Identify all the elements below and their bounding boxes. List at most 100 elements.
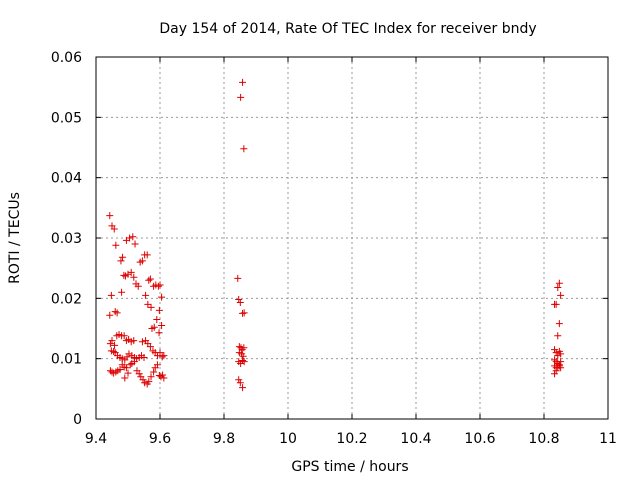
y-tick-label: 0.01 — [51, 352, 82, 368]
data-points — [106, 78, 565, 392]
data-point — [126, 234, 134, 242]
x-tick-label: 11 — [599, 431, 617, 447]
x-tick-label: 10.6 — [464, 431, 495, 447]
data-point — [110, 347, 118, 355]
data-point — [108, 337, 116, 345]
data-point — [106, 212, 114, 220]
data-point — [126, 361, 134, 369]
data-point — [139, 376, 147, 384]
data-point — [557, 350, 565, 358]
data-point — [145, 276, 153, 284]
data-point — [116, 366, 124, 374]
data-point — [130, 358, 138, 366]
data-point — [122, 364, 130, 372]
data-point — [124, 369, 132, 377]
data-point — [143, 251, 151, 259]
data-point — [156, 281, 164, 289]
data-point — [145, 378, 153, 386]
data-point — [130, 273, 138, 281]
data-point — [113, 309, 121, 317]
data-point — [106, 340, 114, 348]
data-point — [106, 311, 114, 319]
data-point — [557, 291, 565, 299]
data-point — [555, 362, 563, 370]
data-point — [235, 343, 243, 351]
x-tick-label: 9.8 — [213, 431, 235, 447]
x-axis-label: GPS time / hours — [291, 459, 408, 475]
data-point — [551, 370, 559, 378]
data-point — [158, 321, 166, 329]
y-tick-label: 0.06 — [51, 50, 82, 66]
y-tick-label: 0.05 — [51, 110, 82, 126]
data-point — [158, 293, 166, 301]
data-point — [552, 349, 560, 357]
data-point — [125, 350, 133, 358]
data-point — [138, 257, 146, 265]
data-point — [239, 78, 247, 86]
data-point — [239, 384, 247, 392]
data-point — [117, 257, 125, 265]
data-point — [153, 361, 161, 369]
data-point — [138, 338, 146, 346]
data-point — [129, 233, 137, 241]
x-tick-label: 9.4 — [85, 431, 107, 447]
data-point — [239, 309, 247, 317]
data-point — [142, 291, 150, 299]
data-point — [554, 332, 562, 340]
data-point — [156, 349, 164, 357]
data-point — [120, 271, 128, 279]
data-point — [130, 337, 138, 345]
data-point — [155, 306, 163, 314]
data-point — [127, 268, 135, 276]
data-point — [240, 145, 248, 153]
data-point — [554, 352, 562, 360]
data-point — [135, 370, 143, 378]
data-point — [131, 240, 139, 248]
x-tick-label: 10 — [279, 431, 297, 447]
data-point — [154, 282, 162, 290]
data-point — [134, 282, 142, 290]
data-point — [239, 352, 247, 360]
data-point — [111, 341, 119, 349]
data-point — [155, 329, 163, 337]
data-point — [146, 275, 154, 283]
data-point — [107, 291, 115, 299]
data-point — [158, 353, 166, 361]
y-tick-label: 0 — [73, 412, 82, 428]
data-point — [555, 279, 563, 287]
data-point — [148, 325, 156, 332]
data-point — [153, 315, 161, 323]
data-point — [155, 372, 163, 380]
data-point — [146, 343, 154, 351]
data-point — [236, 299, 244, 307]
data-point — [147, 373, 155, 381]
data-point — [551, 346, 559, 354]
data-point — [160, 374, 168, 382]
data-point — [110, 225, 118, 233]
data-point — [552, 300, 560, 308]
data-point — [237, 93, 245, 101]
y-tick-label: 0.04 — [51, 171, 82, 187]
data-point — [239, 356, 247, 364]
data-point — [118, 288, 126, 296]
data-point — [557, 358, 565, 366]
data-point — [124, 270, 132, 278]
data-point — [557, 364, 565, 372]
data-point — [235, 376, 243, 384]
data-point — [119, 253, 127, 261]
data-point — [238, 346, 246, 354]
x-tick-label: 10.4 — [400, 431, 431, 447]
x-tick-label: 10.2 — [336, 431, 367, 447]
x-tick-label: 10.8 — [528, 431, 559, 447]
data-point — [140, 353, 148, 361]
data-point — [144, 300, 152, 308]
data-point — [120, 332, 128, 340]
x-axis-ticks: 9.4 9.6 9.8 10 10.2 10.4 10.6 10.8 11 — [85, 57, 617, 447]
data-point — [234, 274, 242, 282]
data-point — [159, 371, 167, 379]
data-point — [552, 367, 560, 375]
data-point — [240, 309, 248, 317]
data-point — [555, 320, 563, 328]
y-tick-label: 0.02 — [51, 291, 82, 307]
data-point — [554, 283, 562, 291]
